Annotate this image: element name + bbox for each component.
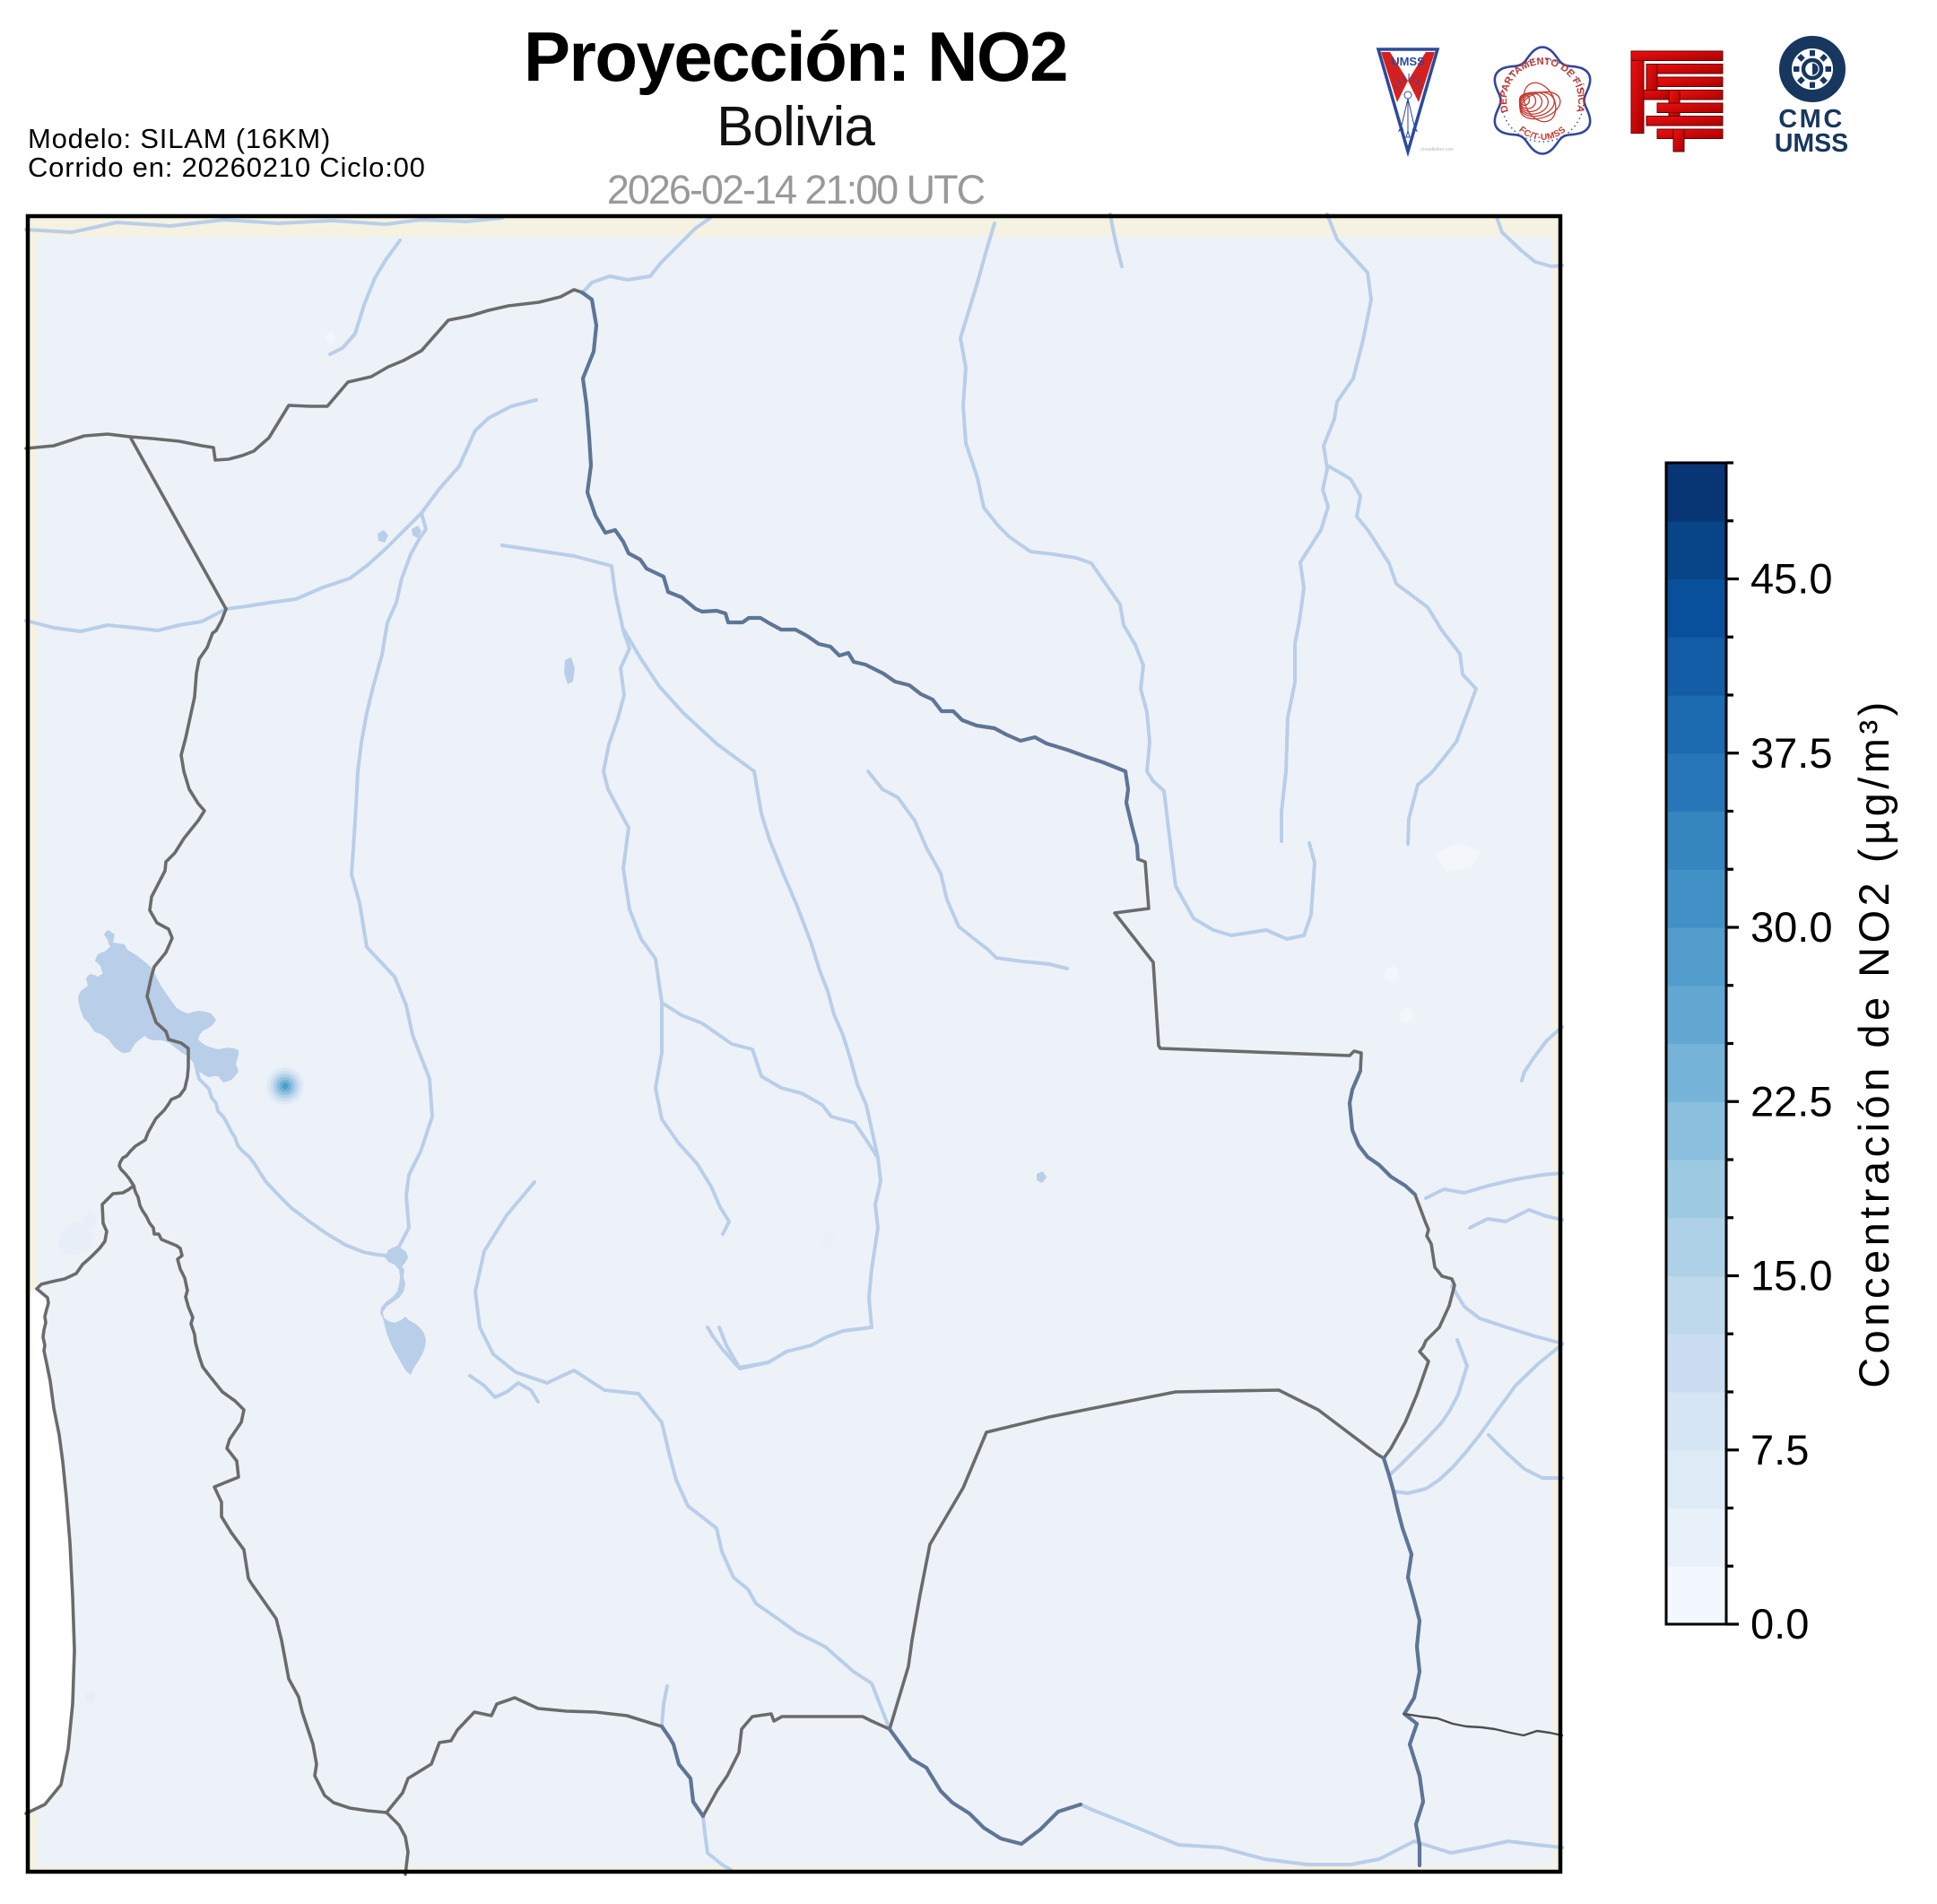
- svg-text:Proyección: NO2: Proyección: NO2: [524, 17, 1067, 96]
- svg-text:37.5: 37.5: [1750, 729, 1832, 777]
- svg-text:30.0: 30.0: [1750, 903, 1832, 951]
- svg-text:CMC: CMC: [1778, 105, 1845, 134]
- svg-text:15.0: 15.0: [1750, 1252, 1832, 1300]
- svg-text:Concentración de NO2 (µg/m³): Concentración de NO2 (µg/m³): [1850, 698, 1898, 1388]
- svg-text:creadictivo.con: creadictivo.con: [1420, 147, 1454, 152]
- svg-text:0.0: 0.0: [1750, 1600, 1809, 1648]
- svg-text:2026-02-14 21:00 UTC: 2026-02-14 21:00 UTC: [607, 167, 985, 213]
- svg-text:7.5: 7.5: [1750, 1426, 1809, 1474]
- svg-text:Corrido en: 20260210 Ciclo:00: Corrido en: 20260210 Ciclo:00: [28, 152, 426, 183]
- svg-text:UMSS: UMSS: [1391, 55, 1425, 68]
- svg-text:45.0: 45.0: [1750, 555, 1832, 603]
- svg-text:Bolivia: Bolivia: [717, 96, 875, 158]
- svg-text:Modelo: SILAM (16KM): Modelo: SILAM (16KM): [28, 123, 331, 154]
- svg-text:UMSS: UMSS: [1775, 129, 1848, 158]
- svg-text:22.5: 22.5: [1750, 1077, 1832, 1125]
